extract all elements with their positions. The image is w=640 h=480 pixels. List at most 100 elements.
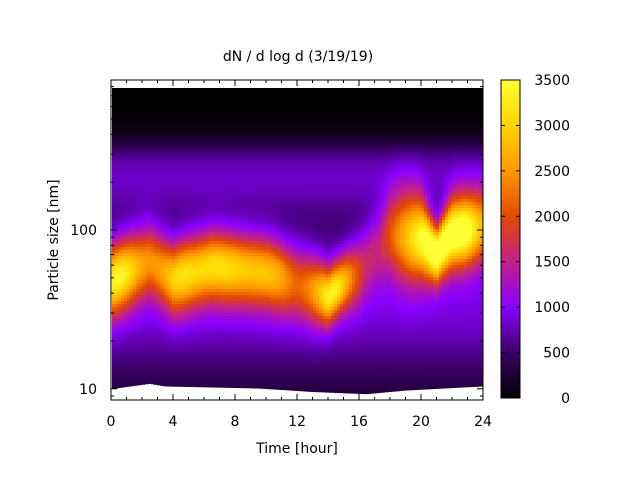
- heatmap-cell: [181, 112, 185, 116]
- heatmap-cell: [151, 361, 155, 365]
- heatmap-cell: [127, 382, 131, 386]
- heatmap-cell: [217, 217, 221, 221]
- heatmap-cell: [259, 265, 263, 269]
- heatmap-cell: [208, 364, 212, 368]
- heatmap-cell: [187, 256, 191, 260]
- heatmap-cell: [199, 184, 203, 188]
- heatmap-cell: [187, 142, 191, 146]
- heatmap-cell: [166, 292, 170, 296]
- heatmap-cell: [169, 316, 173, 320]
- heatmap-cell: [148, 298, 152, 302]
- heatmap-cell: [166, 244, 170, 248]
- heatmap-cell: [247, 286, 251, 290]
- heatmap-cell: [244, 163, 248, 167]
- heatmap-cell: [199, 169, 203, 173]
- heatmap-cell: [250, 133, 254, 137]
- heatmap-cell: [130, 340, 134, 344]
- heatmap-cell: [139, 235, 143, 239]
- heatmap-cell: [217, 241, 221, 245]
- heatmap-cell: [202, 358, 206, 362]
- heatmap-cell: [172, 157, 176, 161]
- heatmap-cell: [238, 118, 242, 122]
- heatmap-cell: [115, 274, 119, 278]
- heatmap-cell: [175, 280, 179, 284]
- heatmap-cell: [238, 133, 242, 137]
- heatmap-cell: [217, 355, 221, 359]
- heatmap-cell: [166, 247, 170, 251]
- heatmap-cell: [181, 331, 185, 335]
- heatmap-cell: [253, 151, 257, 155]
- heatmap-cell: [250, 259, 254, 263]
- heatmap-cell: [172, 127, 176, 131]
- heatmap-cell: [196, 367, 200, 371]
- heatmap-cell: [184, 226, 188, 230]
- heatmap-cell: [205, 352, 209, 356]
- heatmap-cell: [256, 193, 260, 197]
- heatmap-cell: [157, 304, 161, 308]
- heatmap-cell: [115, 97, 119, 101]
- heatmap-cell: [154, 166, 158, 170]
- heatmap-cell: [202, 295, 206, 299]
- heatmap-cell: [187, 370, 191, 374]
- heatmap-cell: [175, 337, 179, 341]
- heatmap-cell: [124, 286, 128, 290]
- heatmap-cell: [124, 235, 128, 239]
- heatmap-cell: [166, 118, 170, 122]
- heatmap-cell: [142, 334, 146, 338]
- heatmap-cell: [220, 304, 224, 308]
- heatmap-cell: [148, 172, 152, 176]
- heatmap-cell: [145, 379, 149, 383]
- heatmap-cell: [163, 118, 167, 122]
- heatmap-cell: [199, 274, 203, 278]
- heatmap-cell: [121, 265, 125, 269]
- heatmap-cell: [142, 355, 146, 359]
- heatmap-cell: [157, 199, 161, 203]
- heatmap-cell: [232, 355, 236, 359]
- heatmap-cell: [181, 271, 185, 275]
- heatmap-cell: [145, 193, 149, 197]
- heatmap-cell: [130, 229, 134, 233]
- heatmap-cell: [175, 205, 179, 209]
- heatmap-cell: [172, 91, 176, 95]
- heatmap-cell: [148, 88, 152, 92]
- heatmap-cell: [157, 205, 161, 209]
- heatmap-cell: [184, 172, 188, 176]
- heatmap-cell: [160, 178, 164, 182]
- heatmap-cell: [148, 142, 152, 146]
- heatmap-cell: [226, 289, 230, 293]
- heatmap-cell: [259, 112, 263, 116]
- heatmap-cell: [148, 322, 152, 326]
- heatmap-cell: [253, 262, 257, 266]
- heatmap-cell: [172, 280, 176, 284]
- heatmap-cell: [205, 97, 209, 101]
- heatmap-cell: [130, 322, 134, 326]
- heatmap-cell: [139, 364, 143, 368]
- heatmap-cell: [259, 271, 263, 275]
- heatmap-cell: [214, 253, 218, 257]
- heatmap-cell: [229, 166, 233, 170]
- heatmap-cell: [205, 190, 209, 194]
- heatmap-cell: [157, 379, 161, 383]
- heatmap-cell: [151, 325, 155, 329]
- heatmap-cell: [181, 166, 185, 170]
- heatmap-cell: [247, 142, 251, 146]
- heatmap-cell: [184, 232, 188, 236]
- heatmap-cell: [151, 271, 155, 275]
- heatmap-cell: [220, 340, 224, 344]
- heatmap-cell: [202, 148, 206, 152]
- heatmap-cell: [211, 172, 215, 176]
- heatmap-cell: [166, 115, 170, 119]
- heatmap-cell: [208, 127, 212, 131]
- heatmap-cell: [208, 121, 212, 125]
- heatmap-cell: [199, 202, 203, 206]
- heatmap-cell: [169, 103, 173, 107]
- heatmap-cell: [160, 325, 164, 329]
- heatmap-cell: [145, 367, 149, 371]
- heatmap-cell: [184, 109, 188, 113]
- heatmap-cell: [184, 106, 188, 110]
- heatmap-cell: [115, 313, 119, 317]
- heatmap-cell: [163, 178, 167, 182]
- heatmap-cell: [112, 373, 116, 377]
- heatmap-cell: [220, 364, 224, 368]
- heatmap-cell: [217, 115, 221, 119]
